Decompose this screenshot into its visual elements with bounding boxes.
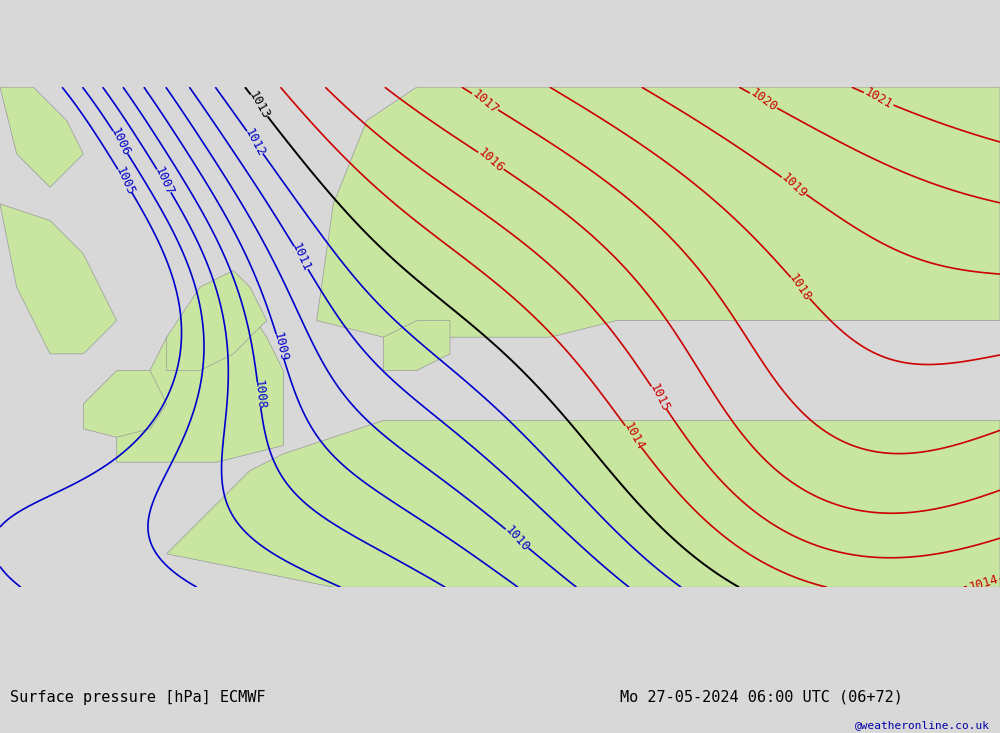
Text: 1015: 1015 <box>646 381 671 414</box>
Text: 1018: 1018 <box>786 272 814 304</box>
Text: 1017: 1017 <box>469 87 501 117</box>
Text: 1010: 1010 <box>502 523 532 554</box>
Polygon shape <box>317 87 1000 337</box>
Text: 1012: 1012 <box>242 126 268 158</box>
Text: 1020: 1020 <box>748 86 779 115</box>
Polygon shape <box>167 270 267 370</box>
Text: 1007: 1007 <box>152 164 176 197</box>
Text: 1016: 1016 <box>475 146 506 176</box>
Polygon shape <box>83 370 167 437</box>
Text: 1014: 1014 <box>967 572 1000 594</box>
Text: Surface pressure [hPa] ECMWF: Surface pressure [hPa] ECMWF <box>10 690 266 704</box>
Text: 1005: 1005 <box>113 164 137 197</box>
Text: 1011: 1011 <box>289 241 313 274</box>
Text: @weatheronline.co.uk: @weatheronline.co.uk <box>855 720 990 730</box>
Text: 1006: 1006 <box>108 126 133 159</box>
Text: 1008: 1008 <box>251 379 267 410</box>
Text: 1021: 1021 <box>862 86 895 112</box>
Polygon shape <box>383 320 450 370</box>
Text: 1013: 1013 <box>246 89 272 122</box>
Polygon shape <box>0 204 117 354</box>
Text: 1014: 1014 <box>620 421 646 453</box>
Polygon shape <box>117 304 283 463</box>
Text: Mo 27-05-2024 06:00 UTC (06+72): Mo 27-05-2024 06:00 UTC (06+72) <box>620 690 903 704</box>
Polygon shape <box>167 421 1000 587</box>
Polygon shape <box>0 87 83 187</box>
Text: 1009: 1009 <box>270 331 290 362</box>
Text: 1019: 1019 <box>779 171 809 201</box>
